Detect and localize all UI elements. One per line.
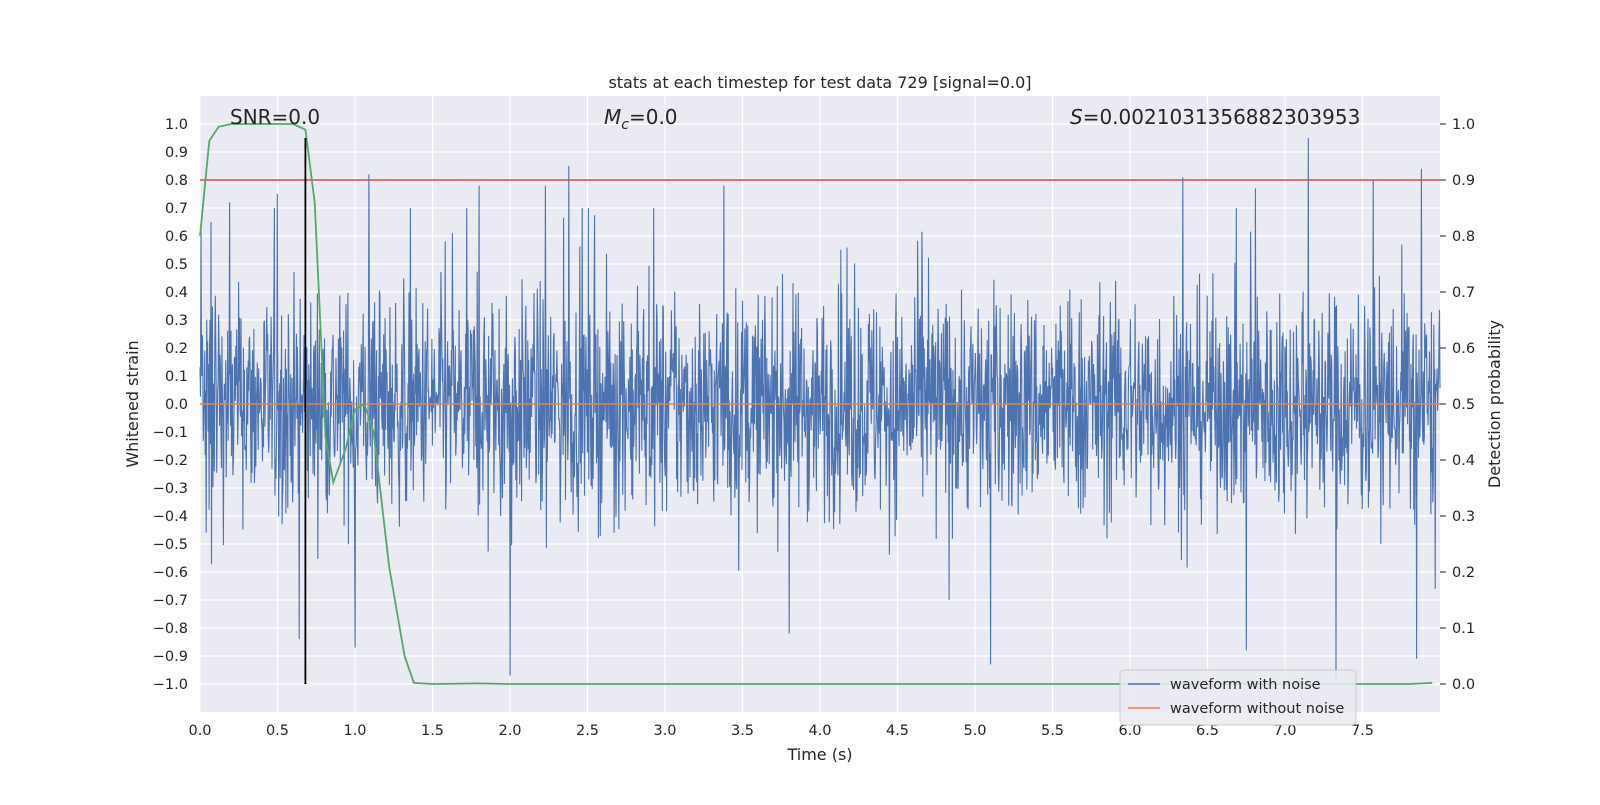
y-tick-label: −0.8 bbox=[153, 621, 188, 637]
y-tick-label: 0.5 bbox=[165, 257, 188, 273]
x-tick-label: 1.5 bbox=[421, 723, 444, 739]
y2-tick-label: 0.9 bbox=[1452, 173, 1475, 189]
legend-label-waveform-with-noise: waveform with noise bbox=[1170, 677, 1321, 693]
y2-tick-label: 0.6 bbox=[1452, 341, 1475, 357]
x-tick-label: 5.5 bbox=[1041, 723, 1064, 739]
y2-tick-label: 0.0 bbox=[1452, 677, 1475, 693]
legend: waveform with noise waveform without noi… bbox=[1119, 669, 1357, 726]
series-waveform-with-noise bbox=[199, 137, 1441, 679]
y2-tick-label: 0.8 bbox=[1452, 229, 1475, 245]
y2-tick-label: 0.2 bbox=[1452, 565, 1475, 581]
s-statistic-value: =0.0021031356882303953 bbox=[1083, 105, 1361, 129]
x-tick-label: 2.5 bbox=[576, 723, 599, 739]
legend-box bbox=[1119, 669, 1357, 726]
y-tick-label: 0.4 bbox=[165, 285, 188, 301]
y2-axis-label: Detection probability bbox=[1485, 320, 1504, 488]
s-statistic-symbol: S bbox=[1070, 105, 1083, 129]
axis-ticks: 0.0 0.5 1.0 1.5 2.0 2.5 3.0 3.5 4.0 4.5 5.0 5.5 6.0 6… bbox=[153, 117, 1475, 739]
x-tick-label: 4.0 bbox=[808, 723, 831, 739]
y-tick-label: −0.9 bbox=[153, 649, 188, 665]
y2-tick-label: 1.0 bbox=[1452, 117, 1475, 133]
x-tick-label: 7.0 bbox=[1273, 723, 1296, 739]
y-tick-label: −0.3 bbox=[153, 481, 188, 497]
y-tick-label: −1.0 bbox=[153, 677, 188, 693]
y-tick-label: 0.7 bbox=[165, 201, 188, 217]
y-tick-label: 0.6 bbox=[165, 229, 188, 245]
chirp-mass-annotation: Mc=0.0 bbox=[604, 105, 678, 133]
x-tick-label: 3.5 bbox=[731, 723, 754, 739]
y-tick-label: −0.5 bbox=[153, 537, 188, 553]
y2-tick-label: 0.1 bbox=[1452, 621, 1475, 637]
y-axis-label: Whitened strain bbox=[123, 340, 142, 467]
y2-tick-label: 0.5 bbox=[1452, 397, 1475, 413]
snr-annotation: SNR=0.0 bbox=[230, 105, 320, 129]
y-tick-label: −0.7 bbox=[153, 593, 188, 609]
y2-tick-label: 0.4 bbox=[1452, 453, 1475, 469]
y-tick-label: 0.3 bbox=[165, 313, 188, 329]
chirp-mass-subscript: c bbox=[621, 117, 629, 133]
x-tick-label: 1.0 bbox=[343, 723, 366, 739]
noise-waveform-line bbox=[199, 137, 1441, 679]
y-tick-label: −0.4 bbox=[153, 509, 188, 525]
chart-title: stats at each timestep for test data 729… bbox=[608, 73, 1031, 92]
x-tick-label: 6.0 bbox=[1118, 723, 1141, 739]
x-tick-label: 5.0 bbox=[963, 723, 986, 739]
y2-tick-label: 0.7 bbox=[1452, 285, 1475, 301]
s-statistic-annotation: S=0.0021031356882303953 bbox=[1070, 105, 1360, 129]
x-tick-label: 0.0 bbox=[188, 723, 211, 739]
chirp-mass-value: =0.0 bbox=[629, 105, 678, 129]
y-tick-label: −0.6 bbox=[153, 565, 188, 581]
y-tick-label: 1.0 bbox=[165, 117, 188, 133]
x-axis-label: Time (s) bbox=[786, 745, 852, 764]
x-tick-label: 7.5 bbox=[1351, 723, 1374, 739]
x-tick-label: 3.0 bbox=[653, 723, 676, 739]
y-tick-label: −0.1 bbox=[153, 425, 188, 441]
x-tick-label: 4.5 bbox=[886, 723, 909, 739]
y-tick-label: 0.1 bbox=[165, 369, 188, 385]
y-tick-label: 0.0 bbox=[165, 397, 188, 413]
y-tick-label: 0.9 bbox=[165, 145, 188, 161]
y-tick-label: 0.8 bbox=[165, 173, 188, 189]
detection-probability-line bbox=[199, 123, 1433, 685]
chirp-mass-symbol: M bbox=[604, 105, 621, 129]
y-tick-label: −0.2 bbox=[153, 453, 188, 469]
series-lines bbox=[199, 123, 1440, 685]
x-tick-label: 2.0 bbox=[498, 723, 521, 739]
y-tick-label: 0.2 bbox=[165, 341, 188, 357]
legend-label-waveform-without-noise: waveform without noise bbox=[1170, 701, 1344, 717]
x-tick-label: 0.5 bbox=[266, 723, 289, 739]
y2-tick-label: 0.3 bbox=[1452, 509, 1475, 525]
x-tick-label: 6.5 bbox=[1196, 723, 1219, 739]
